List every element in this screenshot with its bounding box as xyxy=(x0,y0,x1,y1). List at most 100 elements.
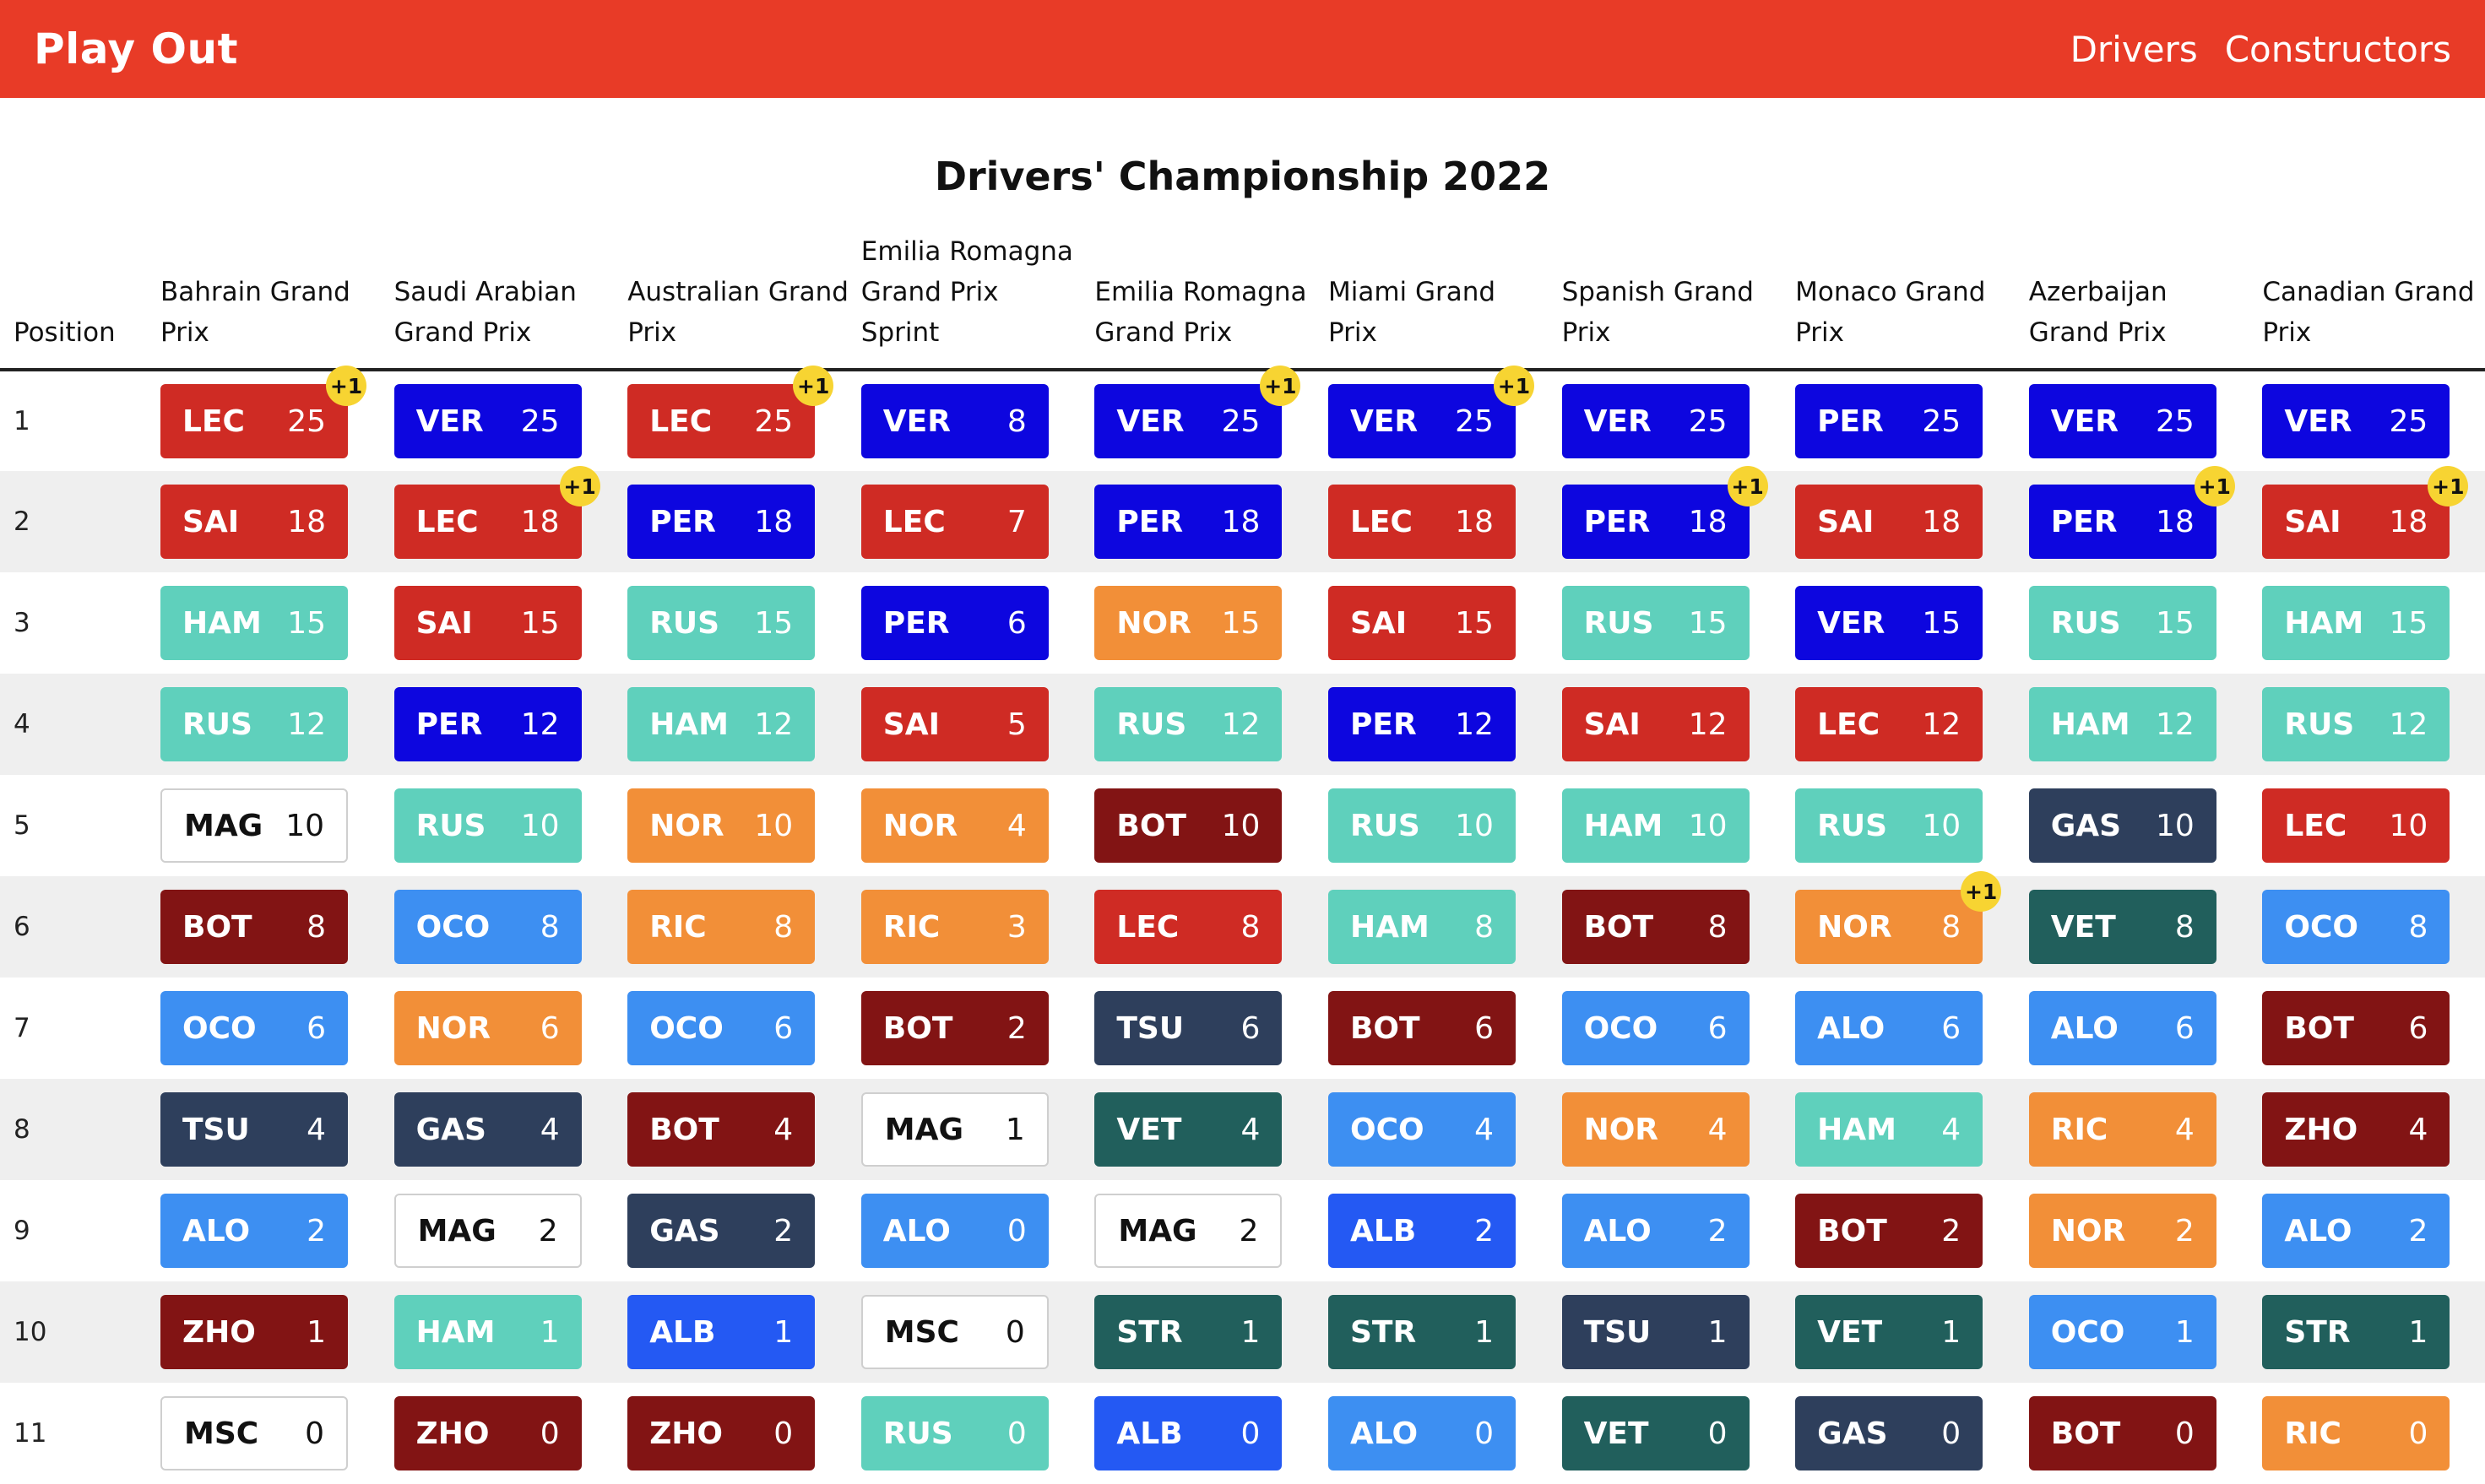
driver-chip[interactable]: PER 12 xyxy=(1327,687,1516,761)
driver-chip[interactable]: BOT 2 xyxy=(860,991,1049,1065)
driver-chip[interactable]: OCO 6 xyxy=(627,991,816,1065)
driver-chip[interactable]: OCO 6 xyxy=(160,991,348,1065)
driver-chip[interactable]: ALO 6 xyxy=(1795,991,1983,1065)
driver-chip[interactable]: HAM 4 xyxy=(1795,1092,1983,1167)
driver-chip[interactable]: GAS 2 xyxy=(627,1194,816,1268)
driver-chip[interactable]: STR 1 xyxy=(2262,1295,2450,1369)
driver-chip[interactable]: TSU 6 xyxy=(1094,991,1283,1065)
driver-chip[interactable]: BOT 6 xyxy=(2262,991,2450,1065)
driver-chip[interactable]: NOR 4 xyxy=(1561,1092,1750,1167)
driver-chip[interactable]: ALO 6 xyxy=(2028,991,2216,1065)
driver-chip[interactable]: NOR 2 xyxy=(2028,1194,2216,1268)
driver-chip[interactable]: PER 18 xyxy=(2028,485,2216,559)
driver-chip[interactable]: RUS 10 xyxy=(1795,788,1983,863)
driver-chip[interactable]: OCO 1 xyxy=(2028,1295,2216,1369)
driver-chip[interactable]: HAM 15 xyxy=(2262,586,2450,660)
driver-chip[interactable]: VET 8 xyxy=(2028,890,2216,964)
driver-chip[interactable]: ALO 0 xyxy=(860,1194,1049,1268)
driver-chip[interactable]: SAI 18 xyxy=(2262,485,2450,559)
driver-chip[interactable]: PER 6 xyxy=(860,586,1049,660)
driver-chip[interactable]: RIC 3 xyxy=(860,890,1049,964)
driver-chip[interactable]: STR 1 xyxy=(1327,1295,1516,1369)
driver-chip[interactable]: PER 25 xyxy=(1795,384,1983,458)
driver-chip[interactable]: VET 1 xyxy=(1795,1295,1983,1369)
driver-chip[interactable]: RUS 0 xyxy=(860,1396,1049,1470)
driver-chip[interactable]: VET 0 xyxy=(1561,1396,1750,1470)
driver-chip[interactable]: BOT 8 xyxy=(1561,890,1750,964)
driver-chip[interactable]: GAS 10 xyxy=(2028,788,2216,863)
driver-chip[interactable]: ZHO 1 xyxy=(160,1295,348,1369)
driver-chip[interactable]: RUS 12 xyxy=(2262,687,2450,761)
driver-chip[interactable]: VER 15 xyxy=(1795,586,1983,660)
driver-chip[interactable]: VER 25 xyxy=(393,384,582,458)
driver-chip[interactable]: PER 18 xyxy=(1094,485,1283,559)
driver-chip[interactable]: ALO 2 xyxy=(2262,1194,2450,1268)
nav-link-constructors[interactable]: Constructors xyxy=(2224,28,2451,70)
driver-chip[interactable]: HAM 8 xyxy=(1327,890,1516,964)
driver-chip[interactable]: OCO 4 xyxy=(1327,1092,1516,1167)
driver-chip[interactable]: RIC 0 xyxy=(2262,1396,2450,1470)
driver-chip[interactable]: HAM 1 xyxy=(393,1295,582,1369)
driver-chip[interactable]: BOT 6 xyxy=(1327,991,1516,1065)
driver-chip[interactable]: ALB 2 xyxy=(1327,1194,1516,1268)
brand-logo[interactable]: Play Out xyxy=(34,24,238,73)
driver-chip[interactable]: TSU 4 xyxy=(160,1092,348,1167)
driver-chip[interactable]: RIC 4 xyxy=(2028,1092,2216,1167)
driver-chip[interactable]: VER 25 xyxy=(2262,384,2450,458)
driver-chip[interactable]: BOT 2 xyxy=(1795,1194,1983,1268)
driver-chip[interactable]: SAI 12 xyxy=(1561,687,1750,761)
driver-chip[interactable]: BOT 0 xyxy=(2028,1396,2216,1470)
driver-chip[interactable]: SAI 18 xyxy=(1795,485,1983,559)
nav-link-drivers[interactable]: Drivers xyxy=(2070,28,2198,70)
driver-chip[interactable]: LEC 8 xyxy=(1094,890,1283,964)
driver-chip[interactable]: ALO 2 xyxy=(1561,1194,1750,1268)
driver-chip[interactable]: VER 25 xyxy=(1094,384,1283,458)
driver-chip[interactable]: VER 25 xyxy=(1327,384,1516,458)
driver-chip[interactable]: GAS 4 xyxy=(393,1092,582,1167)
driver-chip[interactable]: VER 8 xyxy=(860,384,1049,458)
driver-chip[interactable]: OCO 8 xyxy=(393,890,582,964)
driver-chip[interactable]: RUS 15 xyxy=(1561,586,1750,660)
driver-chip[interactable]: ALO 0 xyxy=(1327,1396,1516,1470)
driver-chip[interactable]: NOR 6 xyxy=(393,991,582,1065)
driver-chip[interactable]: SAI 15 xyxy=(1327,586,1516,660)
driver-chip[interactable]: NOR 4 xyxy=(860,788,1049,863)
driver-chip[interactable]: OCO 6 xyxy=(1561,991,1750,1065)
driver-chip[interactable]: LEC 10 xyxy=(2262,788,2450,863)
driver-chip[interactable]: RUS 10 xyxy=(393,788,582,863)
driver-chip[interactable]: RUS 15 xyxy=(627,586,816,660)
driver-chip[interactable]: ZHO 0 xyxy=(393,1396,582,1470)
driver-chip[interactable]: RUS 10 xyxy=(1327,788,1516,863)
driver-chip[interactable]: ZHO 4 xyxy=(2262,1092,2450,1167)
driver-chip[interactable]: BOT 10 xyxy=(1094,788,1283,863)
driver-chip[interactable]: ALB 0 xyxy=(1094,1396,1283,1470)
driver-chip[interactable]: LEC 12 xyxy=(1795,687,1983,761)
driver-chip[interactable]: ALB 1 xyxy=(627,1295,816,1369)
driver-chip[interactable]: RUS 12 xyxy=(160,687,348,761)
driver-chip[interactable]: HAM 15 xyxy=(160,586,348,660)
driver-chip[interactable]: HAM 12 xyxy=(2028,687,2216,761)
driver-chip[interactable]: STR 1 xyxy=(1094,1295,1283,1369)
driver-chip[interactable]: ALO 2 xyxy=(160,1194,348,1268)
driver-chip[interactable]: NOR 10 xyxy=(627,788,816,863)
driver-chip[interactable]: VER 25 xyxy=(1561,384,1750,458)
driver-chip[interactable]: VER 25 xyxy=(2028,384,2216,458)
driver-chip[interactable]: MAG 10 xyxy=(160,788,348,863)
driver-chip[interactable]: MSC 0 xyxy=(160,1396,348,1470)
driver-chip[interactable]: MAG 1 xyxy=(860,1092,1049,1167)
driver-chip[interactable]: NOR 15 xyxy=(1094,586,1283,660)
driver-chip[interactable]: MSC 0 xyxy=(860,1295,1049,1369)
driver-chip[interactable]: TSU 1 xyxy=(1561,1295,1750,1369)
driver-chip[interactable]: SAI 5 xyxy=(860,687,1049,761)
driver-chip[interactable]: PER 12 xyxy=(393,687,582,761)
driver-chip[interactable]: PER 18 xyxy=(1561,485,1750,559)
driver-chip[interactable]: HAM 10 xyxy=(1561,788,1750,863)
driver-chip[interactable]: LEC 7 xyxy=(860,485,1049,559)
driver-chip[interactable]: PER 18 xyxy=(627,485,816,559)
driver-chip[interactable]: RUS 15 xyxy=(2028,586,2216,660)
driver-chip[interactable]: GAS 0 xyxy=(1795,1396,1983,1470)
driver-chip[interactable]: HAM 12 xyxy=(627,687,816,761)
driver-chip[interactable]: RUS 12 xyxy=(1094,687,1283,761)
driver-chip[interactable]: MAG 2 xyxy=(393,1194,582,1268)
driver-chip[interactable]: OCO 8 xyxy=(2262,890,2450,964)
